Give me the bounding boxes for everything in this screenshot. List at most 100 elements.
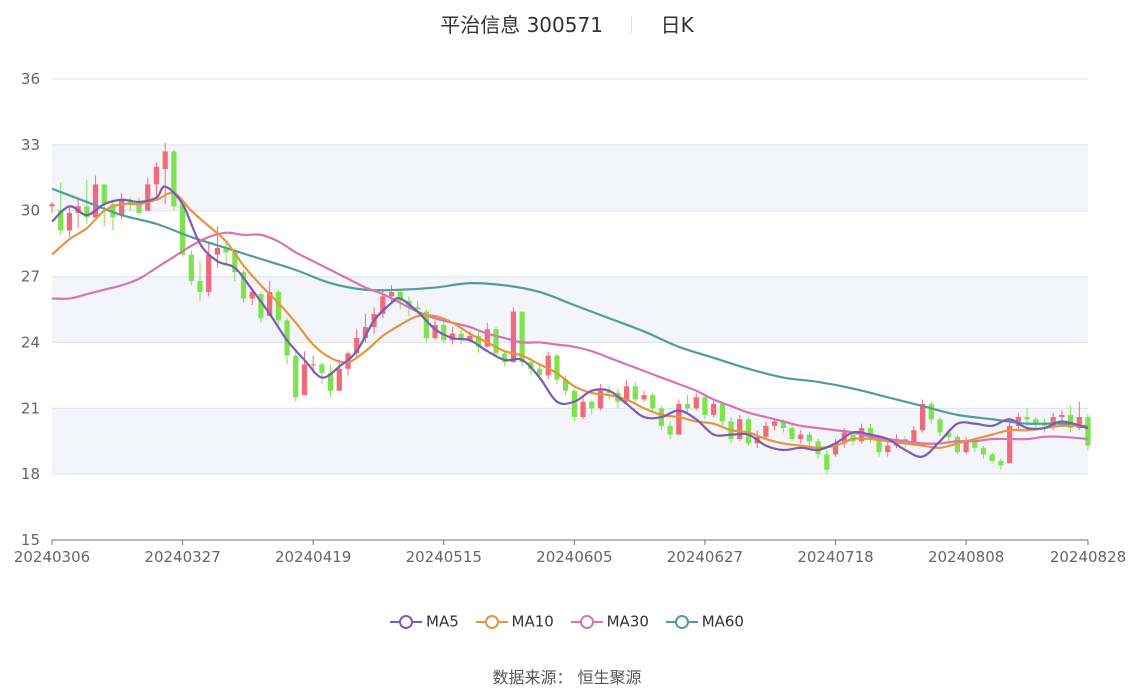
candle-body	[310, 364, 316, 366]
candle[interactable]	[267, 280, 273, 317]
candle[interactable]	[998, 458, 1004, 470]
candle[interactable]	[798, 430, 804, 444]
candle[interactable]	[145, 177, 151, 211]
candle[interactable]	[832, 439, 839, 457]
series-line-ma30	[51, 231, 1089, 445]
candle[interactable]	[336, 359, 342, 391]
candle[interactable]	[632, 381, 638, 404]
candle-body	[84, 206, 90, 218]
candle[interactable]	[989, 452, 995, 464]
candle[interactable]	[693, 392, 699, 411]
candle[interactable]	[667, 421, 673, 440]
chart-title: 平治信息 300571 日K	[0, 8, 1134, 38]
candle[interactable]	[327, 364, 334, 398]
candle[interactable]	[1067, 406, 1074, 433]
candle[interactable]	[824, 449, 830, 475]
candle[interactable]	[92, 175, 99, 220]
candle-body	[293, 355, 299, 398]
candle[interactable]	[684, 395, 691, 413]
plot-bands	[52, 144, 1088, 475]
candle[interactable]	[519, 311, 525, 367]
candle[interactable]	[110, 199, 116, 231]
candle[interactable]	[719, 401, 725, 426]
candle[interactable]	[789, 423, 795, 442]
candle[interactable]	[641, 390, 647, 402]
candle[interactable]	[179, 204, 186, 257]
candle-body	[763, 425, 769, 437]
candle[interactable]	[475, 329, 482, 354]
legend-label-ma5: MA5	[426, 612, 459, 631]
candle-body	[1015, 417, 1021, 426]
candle[interactable]	[885, 441, 891, 457]
x-tick-label: 20240419	[275, 548, 351, 566]
candle[interactable]	[545, 351, 551, 380]
candle[interactable]	[249, 289, 255, 306]
candle-body	[989, 454, 995, 461]
candle[interactable]	[737, 414, 743, 442]
candle[interactable]	[806, 432, 813, 446]
candle[interactable]	[258, 291, 264, 323]
candle[interactable]	[206, 241, 212, 297]
candle-body	[789, 428, 795, 440]
candle[interactable]	[702, 395, 708, 420]
candle-body	[1067, 414, 1074, 429]
candle[interactable]	[589, 399, 595, 415]
legend-item-ma30[interactable]: MA30	[570, 612, 649, 631]
x-tick-label: 20240718	[797, 548, 873, 566]
candle[interactable]	[197, 261, 203, 301]
legend-item-ma5[interactable]: MA5	[390, 612, 459, 631]
candle[interactable]	[293, 349, 299, 402]
candle[interactable]	[1015, 412, 1021, 431]
candle[interactable]	[458, 329, 464, 345]
y-tick-label: 36	[21, 70, 40, 88]
candle-body	[475, 335, 482, 347]
candle[interactable]	[188, 250, 194, 286]
candle[interactable]	[319, 362, 325, 385]
candle[interactable]	[980, 445, 987, 459]
candle[interactable]	[571, 388, 577, 422]
x-tick-label: 20240306	[14, 548, 90, 566]
candle[interactable]	[919, 399, 926, 433]
candle[interactable]	[937, 417, 943, 437]
candle[interactable]	[354, 329, 360, 358]
candle[interactable]	[554, 353, 560, 385]
candle-body	[980, 447, 987, 455]
candle[interactable]	[1007, 421, 1013, 464]
candle[interactable]	[1085, 414, 1091, 450]
legend-item-ma60[interactable]: MA60	[665, 612, 744, 631]
legend-item-ma10[interactable]: MA10	[475, 612, 554, 631]
x-tick-label: 20240515	[406, 548, 482, 566]
candle[interactable]	[771, 419, 778, 431]
candle[interactable]	[49, 201, 55, 213]
candle[interactable]	[493, 327, 499, 356]
legend: MA5 MA10 MA30 MA60	[0, 612, 1134, 631]
candle[interactable]	[162, 142, 168, 205]
candle[interactable]	[606, 386, 612, 400]
candle[interactable]	[223, 241, 229, 266]
candle[interactable]	[66, 206, 73, 238]
candle-body	[119, 199, 125, 216]
candle[interactable]	[136, 197, 142, 216]
candle[interactable]	[928, 401, 934, 424]
candle-body	[1024, 417, 1030, 420]
candle[interactable]	[275, 289, 281, 328]
candle[interactable]	[153, 162, 160, 200]
candle[interactable]	[763, 421, 769, 440]
candle-body	[885, 445, 891, 453]
kline-chart[interactable]: 15 18 21 24 27 30 33 36 20240306 20240327 2024041…	[0, 0, 1134, 600]
candle-body	[232, 252, 238, 273]
candle[interactable]	[441, 320, 447, 343]
candle-body	[258, 294, 264, 319]
candle-body	[798, 434, 804, 440]
candle[interactable]	[650, 392, 656, 413]
candle[interactable]	[580, 397, 586, 420]
candle-body	[284, 320, 290, 356]
period-label[interactable]: 日K	[660, 12, 694, 37]
candle[interactable]	[388, 285, 395, 303]
candle[interactable]	[711, 399, 717, 418]
candle[interactable]	[597, 384, 604, 411]
candle[interactable]	[963, 436, 969, 455]
candle[interactable]	[171, 149, 177, 211]
candle[interactable]	[240, 269, 247, 303]
candle-body	[467, 335, 473, 341]
